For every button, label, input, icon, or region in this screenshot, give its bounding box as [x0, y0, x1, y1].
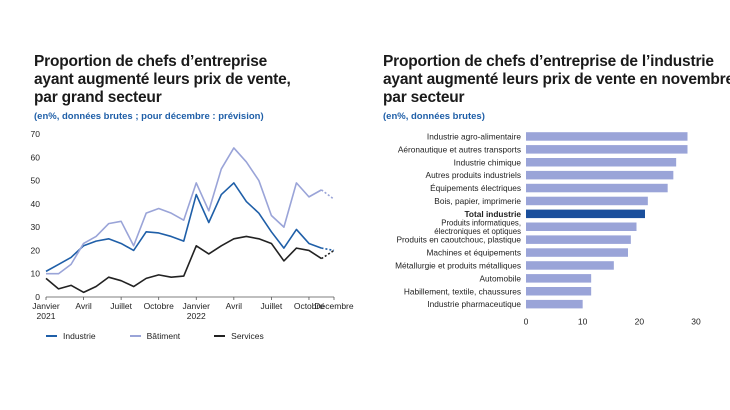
bar-label-bois-papier-imprimerie-0: Bois, papier, imprimerie — [434, 196, 521, 206]
bar-industrie-chimique — [526, 158, 677, 167]
bar-label-machines-et-equipements-0: Machines et équipements — [426, 248, 521, 258]
series-line-industrie — [45, 182, 322, 273]
legend-label-industrie: Industrie — [63, 331, 96, 341]
bar-label-automobile-0: Automobile — [479, 273, 521, 283]
x-tick-label-2022-04-0: Avril — [226, 301, 242, 311]
bar-aeronautique-et-autres-transports — [526, 145, 688, 154]
left-chart-subtitle: (en%, données brutes ; pour décembre : p… — [34, 111, 264, 122]
bar-produits-en-caoutchouc-plastique — [526, 235, 631, 244]
x-tick-label-2021-01-1: 2021 — [37, 311, 56, 321]
y-tick-label-20: 20 — [31, 245, 41, 255]
left-title-line-1: Proportion de chefs d’entreprise — [34, 53, 268, 70]
right-title-line-3: par secteur — [383, 89, 465, 106]
x-tick-label-2021-01-0: Janvier — [32, 301, 60, 311]
left-chart-panel: Proportion de chefs d’entreprise ayant a… — [31, 53, 354, 341]
bar-machines-et-equipements — [526, 248, 628, 257]
bar-label-industrie-chimique-0: Industrie chimique — [454, 157, 522, 167]
legend-label-services: Services — [231, 331, 264, 341]
bar-label-produits-informatiques-electroniques-et-optiques-0: Produits informatiques, — [441, 219, 521, 228]
series-line-batiment — [46, 147, 322, 275]
legend-label-batiment: Bâtiment — [146, 331, 181, 341]
x-tick-label-30: 30 — [691, 317, 701, 327]
bar-metallurgie-et-produits-metalliques — [526, 261, 614, 270]
x-tick-label-2021-10-0: Octobre — [144, 301, 175, 311]
x-tick-label-2021-04-0: Avril — [75, 301, 91, 311]
x-tick-label-2022-12-0: Décembre — [314, 301, 353, 311]
x-tick-label-2022-01-0: Janvier — [183, 301, 211, 311]
y-tick-label-70: 70 — [31, 129, 41, 139]
bar-industrie-pharmaceutique — [526, 299, 583, 309]
bar-label-autres-produits-industriels-0: Autres produits industriels — [426, 170, 521, 180]
y-tick-label-10: 10 — [31, 269, 41, 279]
x-tick-label-20: 20 — [635, 317, 645, 327]
x-tick-label-2022-01-1: 2022 — [187, 311, 206, 321]
legend-item-services: Services — [214, 331, 264, 341]
bar-habillement-textile-chaussures — [526, 287, 592, 296]
bar-industrie-agro-alimentaire — [526, 132, 688, 141]
legend-swatch-services — [214, 335, 226, 337]
bar-label-habillement-textile-chaussures-0: Habillement, textile, chaussures — [404, 286, 521, 296]
right-chart-subtitle: (en%, données brutes) — [383, 111, 485, 122]
series-forecast-industrie — [321, 247, 335, 252]
bar-label-metallurgie-et-produits-metalliques-0: Métallurgie et produits métalliques — [395, 260, 521, 270]
left-title-line-3: par grand secteur — [34, 89, 162, 106]
y-tick-label-0: 0 — [35, 292, 40, 302]
right-chart-panel: Proportion de chefs d’entreprise de l’in… — [365, 0, 730, 410]
bar-label-industrie-agro-alimentaire-0: Industrie agro-alimentaire — [427, 131, 521, 141]
series-forecast-batiment — [321, 189, 335, 200]
bar-chart: Industrie agro-alimentaire Aéronautique e… — [395, 131, 701, 327]
series-forecast-services — [321, 249, 335, 260]
series-line-services — [45, 235, 322, 294]
legend-item-industrie: Industrie — [46, 331, 96, 341]
bar-produits-informatiques-electroniques-et-optiques — [526, 222, 637, 231]
x-tick-label-10: 10 — [578, 317, 588, 327]
bar-bois-papier-imprimerie — [526, 196, 648, 206]
left-chart-title: Proportion de chefs d’entreprise ayant a… — [34, 53, 291, 107]
bar-label-total-industrie-0: Total industrie — [464, 209, 521, 219]
left-title-line-2: ayant augmenté leurs prix de vente, — [34, 71, 291, 88]
legend-item-batiment: Bâtiment — [129, 331, 181, 341]
bar-label-industrie-pharmaceutique-0: Industrie pharmaceutique — [427, 299, 521, 309]
bar-label-aeronautique-et-autres-transports-0: Aéronautique et autres transports — [398, 144, 521, 154]
bar-equipements-electriques — [526, 183, 668, 193]
bar-label-produits-informatiques-electroniques-et-optiques-1: électroniques et optiques — [434, 227, 521, 236]
legend-swatch-batiment — [129, 335, 141, 337]
bar-label-produits-en-caoutchouc-plastique-0: Produits en caoutchouc, plastique — [396, 235, 521, 245]
bar-autres-produits-industriels — [526, 170, 674, 180]
right-title-line-1: Proportion de chefs d’entreprise de l’in… — [383, 53, 714, 70]
bar-total-industrie — [526, 209, 645, 219]
legend-swatch-industrie — [46, 335, 57, 337]
bar-automobile — [526, 274, 592, 283]
line-chart-legend: Industrie Bâtiment Services — [46, 331, 298, 341]
x-tick-label-0: 0 — [524, 317, 529, 327]
y-tick-label-30: 30 — [31, 222, 41, 232]
right-chart-title: Proportion de chefs d’entreprise de l’in… — [383, 53, 730, 107]
y-tick-label-50: 50 — [31, 176, 41, 186]
bar-label-equipements-electriques-0: Équipements électriques — [430, 183, 521, 193]
right-title-line-2: ayant augmenté leurs prix de vente en no… — [383, 71, 730, 88]
x-tick-label-2021-07-0: Juillet — [110, 301, 132, 311]
y-tick-label-60: 60 — [31, 152, 41, 162]
x-tick-label-2022-10-0: Octobre — [294, 301, 325, 311]
x-tick-label-2022-07-0: Juillet — [261, 301, 283, 311]
y-tick-label-40: 40 — [31, 199, 41, 209]
